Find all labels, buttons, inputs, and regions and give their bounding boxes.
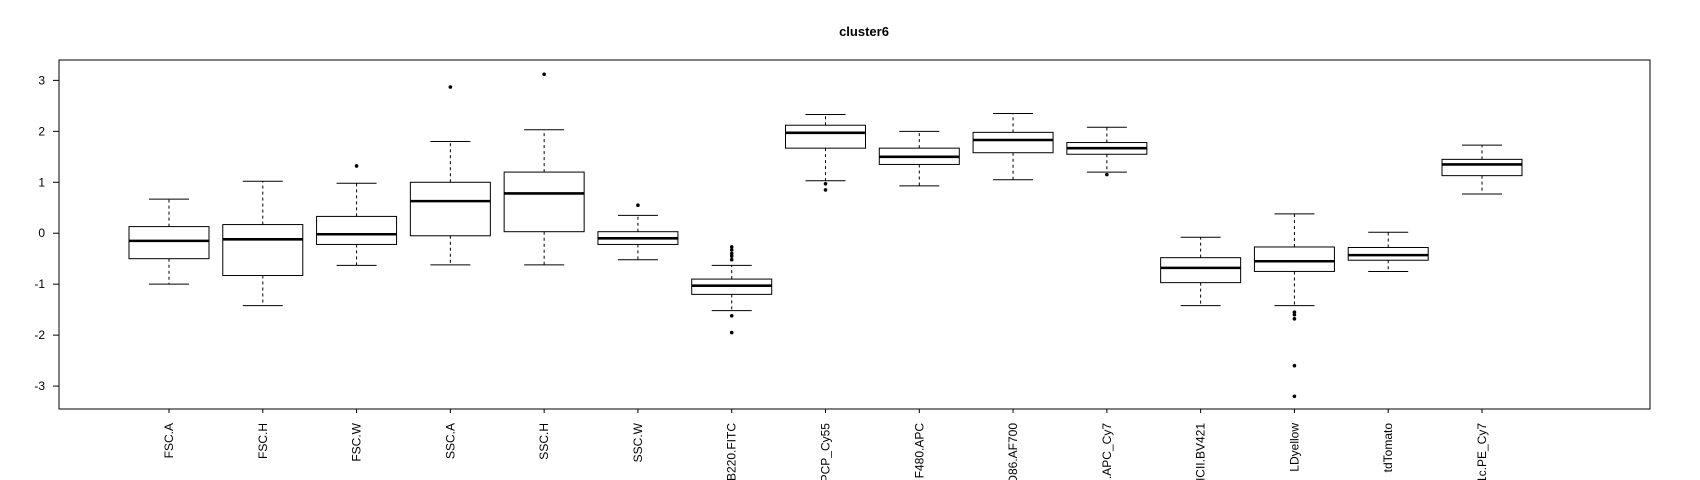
box-SSC.W bbox=[597, 203, 679, 261]
outlier-point bbox=[729, 330, 734, 335]
x-tick-label: D86.AF700 bbox=[1006, 423, 1020, 480]
box-FSC.H bbox=[222, 180, 304, 307]
box-iqr bbox=[222, 224, 304, 277]
box-SSC.A bbox=[409, 85, 491, 266]
outlier-point bbox=[729, 254, 734, 258]
y-tick-label: 1 bbox=[38, 175, 45, 189]
box-tdTomato bbox=[1347, 231, 1429, 272]
outlier-point bbox=[636, 203, 640, 208]
x-tick-label: SSC.A bbox=[443, 423, 457, 459]
outlier-point bbox=[1292, 312, 1297, 317]
chart-title: cluster6 bbox=[839, 24, 889, 39]
box-PCP_Cy55 bbox=[785, 114, 866, 192]
box-SSC.H bbox=[503, 72, 585, 266]
x-tick-label: B220.FITC bbox=[725, 423, 739, 480]
y-tick-label: -2 bbox=[34, 328, 45, 342]
outlier-point bbox=[1105, 172, 1109, 177]
outlier-point bbox=[1292, 394, 1297, 399]
outlier-point bbox=[542, 72, 546, 77]
box-iqr bbox=[1160, 257, 1242, 284]
outlier-point bbox=[823, 188, 828, 192]
box-iqr bbox=[785, 124, 866, 149]
outlier-point bbox=[1292, 310, 1297, 314]
box-.APC_Cy7 bbox=[1066, 126, 1148, 177]
x-tick-label: .APC_Cy7 bbox=[1100, 423, 1114, 479]
y-axis: 3 2 1 0 -1 -2 -3 bbox=[34, 73, 60, 393]
y-tick-label: 2 bbox=[38, 124, 45, 138]
box-iqr bbox=[409, 181, 491, 237]
box-iqr bbox=[316, 215, 398, 245]
box-LDyellow bbox=[1253, 213, 1335, 399]
x-tick-label: LDyellow bbox=[1287, 423, 1301, 472]
x-tick-label: F480.APC bbox=[912, 423, 926, 479]
outlier-point bbox=[1292, 317, 1297, 321]
box-iqr bbox=[972, 131, 1054, 154]
box-D86.AF700 bbox=[972, 112, 1054, 181]
x-tick-label: SSC.W bbox=[631, 422, 645, 462]
box-1c.PE_Cy7 bbox=[1441, 144, 1523, 195]
box-FSC.W bbox=[316, 164, 398, 266]
outlier-point bbox=[729, 251, 734, 256]
x-tick-label: SSC.H bbox=[537, 423, 551, 460]
y-tick-label: 0 bbox=[38, 226, 45, 240]
outlier-point bbox=[354, 164, 359, 168]
outlier-point bbox=[729, 248, 734, 252]
box-HCII.BV421 bbox=[1160, 236, 1242, 307]
x-tick-label: FSC.H bbox=[256, 423, 270, 459]
outlier-point bbox=[448, 85, 453, 89]
y-tick-label: -1 bbox=[34, 277, 45, 291]
outlier-point bbox=[729, 257, 734, 262]
outlier-point bbox=[729, 245, 734, 249]
y-tick-label: 3 bbox=[38, 73, 45, 87]
box-B220.FITC bbox=[691, 245, 773, 335]
box-F480.APC bbox=[878, 130, 960, 187]
x-tick-label: FSC.A bbox=[162, 423, 176, 458]
box-iqr bbox=[503, 171, 585, 233]
outlier-point bbox=[729, 313, 734, 318]
box-FSC.A bbox=[128, 198, 210, 285]
y-tick-label: -3 bbox=[34, 379, 45, 393]
x-tick-label: FSC.W bbox=[350, 422, 364, 461]
outlier-point bbox=[823, 182, 828, 186]
x-tick-label: PCP_Cy55 bbox=[819, 423, 833, 480]
box-iqr bbox=[1253, 246, 1335, 272]
x-tick-label: 1c.PE_Cy7 bbox=[1475, 423, 1489, 480]
box-iqr bbox=[1441, 158, 1523, 177]
box-iqr bbox=[128, 226, 210, 260]
x-axis-labels: FSC.A FSC.H FSC.W SSC.A SSC.H SSC.W B220.FITC P… bbox=[162, 409, 1489, 480]
boxes-layer bbox=[128, 72, 1523, 399]
x-tick-label: tdTomato bbox=[1381, 423, 1395, 473]
outlier-point bbox=[1292, 363, 1297, 368]
x-tick-label: HCII.BV421 bbox=[1194, 423, 1208, 480]
